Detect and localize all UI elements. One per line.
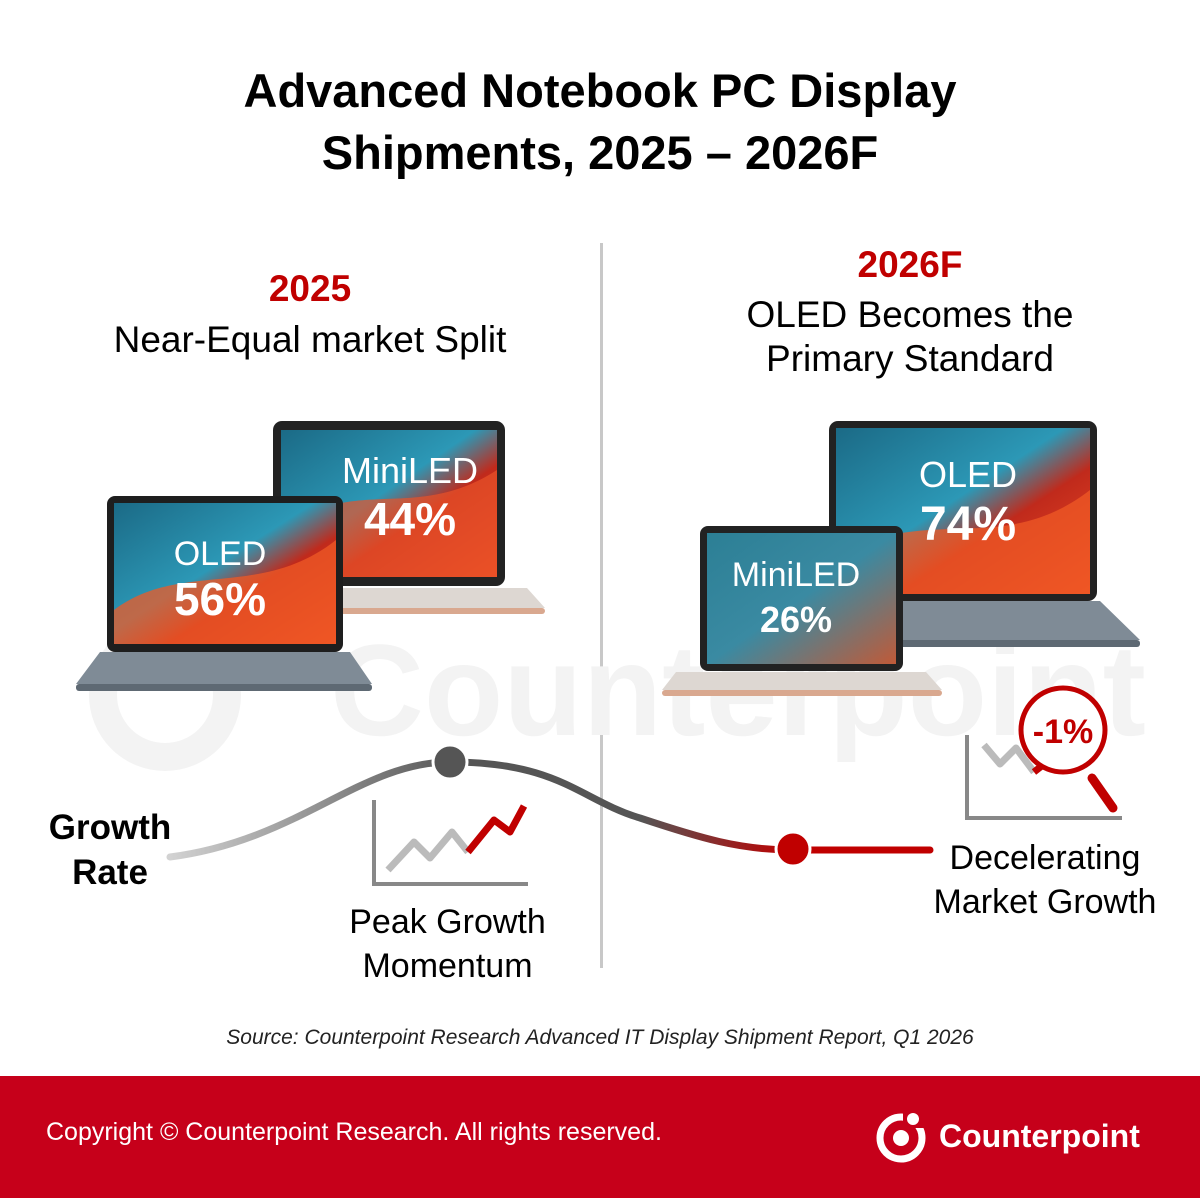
rising-trend-icon [372, 800, 528, 886]
laptop-2025-oled: OLED 56% [76, 496, 372, 691]
title-line-2: Shipments, 2025 – 2026F [321, 126, 879, 179]
peak-growth-label: Peak Growth Momentum [310, 900, 585, 988]
miniled-2026f-label: MiniLED [732, 556, 860, 594]
peak-growth-line-2: Momentum [362, 947, 533, 985]
oled-2025-value: 56% [174, 573, 266, 625]
growth-rate-line-1: Growth [48, 808, 172, 847]
chart-title: Advanced Notebook PC Display Shipments, … [0, 60, 1200, 184]
declining-trend-icon: -1% [965, 685, 1122, 820]
year-2026f: 2026F [857, 244, 963, 285]
counterpoint-logo-icon [876, 1110, 926, 1163]
oled-2026f-label: OLED [919, 454, 1017, 495]
footer-bar: Copyright © Counterpoint Research. All r… [0, 1076, 1200, 1198]
headline-2026f-line-2: Primary Standard [766, 338, 1054, 379]
miniled-2025-label: MiniLED [342, 450, 478, 491]
peak-growth-line-1: Peak Growth [349, 903, 546, 941]
decline-value: -1% [1033, 713, 1093, 751]
headline-2026f-line-1: OLED Becomes the [746, 294, 1074, 335]
brand-logo: Counterpoint [873, 1106, 1140, 1166]
copyright-text: Copyright © Counterpoint Research. All r… [46, 1118, 662, 1146]
magnifier-handle [1087, 773, 1118, 813]
miniled-2025-value: 44% [364, 493, 456, 545]
laptop-illustrations: MiniLED 44% OLED 56% OLED 74% MiniLED 26… [76, 421, 1140, 696]
decelerating-line-2: Market Growth [933, 883, 1157, 921]
oled-2026f-value: 74% [920, 498, 1016, 551]
brand-name: Counterpoint [939, 1117, 1140, 1154]
magnifier-icon [1018, 685, 1108, 775]
decelerating-growth-label: Decelerating Market Growth [905, 836, 1185, 924]
headline-2025: Near-Equal market Split [40, 318, 580, 362]
growth-curve [166, 758, 934, 861]
title-line-1: Advanced Notebook PC Display [243, 64, 957, 117]
oled-2025-label: OLED [174, 535, 267, 573]
growth-rate-line-2: Rate [72, 853, 148, 892]
decelerating-line-1: Decelerating [949, 839, 1141, 877]
headline-2025-line-1: Near-Equal market Split [113, 319, 507, 360]
decline-marker [774, 830, 812, 868]
growth-curve-layer: -1% [166, 685, 1122, 886]
year-2025: 2025 [268, 268, 352, 309]
laptop-2026f-miniled: MiniLED 26% [662, 526, 942, 696]
panel-divider [600, 243, 603, 968]
miniled-2026f-value: 26% [760, 599, 832, 640]
growth-rate-label: Growth Rate [40, 805, 180, 895]
source-note: Source: Counterpoint Research Advanced I… [226, 1026, 974, 1049]
headline-2026f: OLED Becomes the Primary Standard [640, 293, 1180, 381]
peak-marker [431, 743, 469, 781]
